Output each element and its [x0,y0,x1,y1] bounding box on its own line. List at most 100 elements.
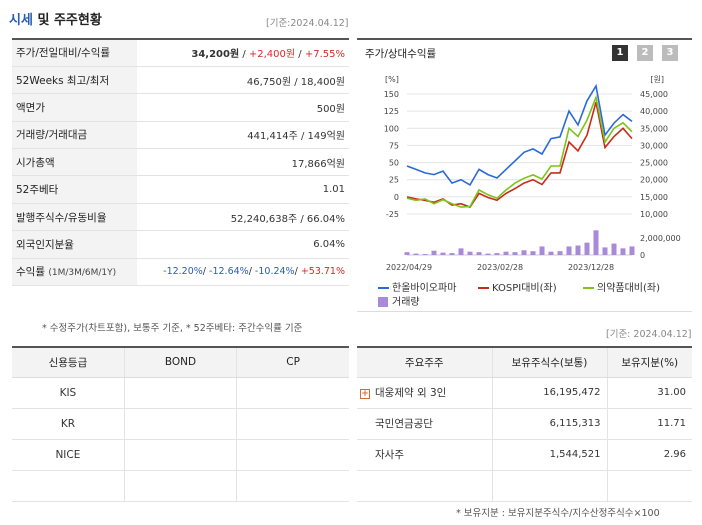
left-tick-label: 100 [384,124,399,133]
volume-bar [440,252,446,255]
volume-bar [575,245,581,255]
quote-row-returns: 수익률 (1M/3M/6M/1Y) -12.20%/ -12.64%/ -10.2… [12,258,349,287]
right-tick-label: 15,000 [640,193,668,202]
volume-bar [512,252,518,255]
row-label: 52Weeks 최고/최저 [12,66,137,95]
volume-bar [431,250,437,255]
quote-row-price: 주가/전일대비/수익률 34,200원 / +2,400원 / +7.55% [12,39,349,67]
left-tick-label: 150 [384,90,399,99]
column-header: 보유주식수(보통) [491,347,607,378]
row-value: 52,240,638주 / 66.04% [137,203,349,232]
legend-item: 한올바이오파마 [378,279,456,294]
volume-bar [557,251,563,255]
table-row: NICE [12,439,349,471]
column-header: CP [236,347,349,378]
table-row: KIS [12,377,349,409]
volume-bar [521,250,527,255]
quote-row: 시가총액 17,866억원 [12,148,349,177]
quote-table: 주가/전일대비/수익률 34,200원 / +2,400원 / +7.55% 52… [12,38,349,287]
return-6m: -10.24% [254,266,295,278]
holders-footnote: * 보유지분 : 보유지분주식수/지수산정주식수×100 [456,508,660,519]
x-label: 2023/02/28 [477,263,523,272]
column-header: 신용등급 [12,347,125,378]
volume-bar [602,247,608,255]
row-label: 주가/전일대비/수익률 [12,39,137,67]
row-value: 6.04% [137,230,349,259]
credit-rating-table: 신용등급 BOND CP KIS KR NICE [12,346,349,502]
chart-page-3-button[interactable]: 3 [662,45,678,61]
volume-bar [566,246,572,255]
legend-square-icon [378,297,388,307]
chart-page-2-button[interactable]: 2 [637,45,653,61]
expand-plus-icon[interactable]: + [360,388,370,399]
x-label: 2023/12/28 [568,263,614,272]
left-tick-label: 50 [389,159,399,168]
legend-item: 의약품대비(좌) [583,279,660,294]
volume-bar [611,243,617,255]
volume-bar [629,246,635,255]
shareholder-name: 대웅제약 외 3인 [375,387,447,399]
row-label: 거래량/거래대금 [12,121,137,150]
table-row: 자사주 1,544,521 2.96 [357,439,692,471]
table-row: 국민연금공단 6,115,313 11.71 [357,408,692,440]
volume-bar [422,254,428,255]
row-value: 17,866억원 [137,148,349,177]
return-3m: -12.64% [209,266,249,278]
chart-page-1-button[interactable]: 1 [612,45,628,61]
series-line [406,83,633,186]
table-row: + 대웅제약 외 3인 16,195,472 31.00 [357,377,692,409]
table-row [12,470,349,502]
volume-bar [476,252,482,255]
row-label: 수익률 [16,266,45,279]
volume-bar [539,246,545,255]
volume-bar [458,248,464,255]
row-value: 46,750원 / 18,400원 [137,66,349,95]
left-tick-label: 0 [394,193,399,202]
volume-bar [620,248,626,255]
chart-panel [357,38,692,312]
chart-title: 주가/상대수익률 [365,48,437,60]
quote-row: 52주베타 1.01 [12,175,349,204]
volume-bar [485,253,491,255]
quote-row: 외국인지분율 6.04% [12,230,349,259]
shareholder-name: 자사주 [357,439,492,471]
right-tick-label: 20,000 [640,176,668,185]
volume-bar [530,251,536,255]
legend-line-icon [583,287,594,289]
row-label: 52주베타 [12,175,137,204]
shareholder-name: 국민연금공단 [357,408,492,440]
table-row: KR [12,408,349,440]
volume-bar [404,252,410,255]
return-1y: +53.71% [300,266,345,278]
legend-item: KOSPI대비(좌) [478,279,557,294]
price-chart: [%] [원] 150 125 100 75 50 25 0 -25 45,000 40,000… [384,75,681,272]
row-label: 외국인지분율 [12,230,137,259]
right-tick-label: 35,000 [640,124,668,133]
volume-bar [413,253,419,255]
x-label: 2022/04/29 [386,263,432,272]
volume-bar [467,251,473,255]
quote-row: 액면가 500원 [12,93,349,122]
left-tick-label: 75 [389,141,399,150]
right-unit-label: [원] [650,75,664,84]
left-tick-label: 125 [384,107,399,116]
left-tick-label: 25 [389,176,399,185]
right-tick-label: 40,000 [640,107,668,116]
volume-bar [593,230,599,255]
volume-bar [584,242,590,255]
volume-bar [449,253,455,255]
row-value: 500원 [137,93,349,122]
price-change-rate: +7.55% [304,49,345,61]
right-tick-label: 30,000 [640,141,668,150]
return-1m: -12.20% [163,266,203,278]
column-header: 보유지분(%) [606,347,692,378]
holders-as-of-date: [기준: 2024.04.12] [606,329,692,340]
right-tick-label: 45,000 [640,90,668,99]
left-tick-label: -25 [386,210,399,219]
volume-tick-bottom: 0 [640,251,645,260]
right-tick-label: 25,000 [640,159,668,168]
major-shareholders-table: 주요주주 보유주식수(보통) 보유지분(%) + 대웅제약 외 3인 16,195,47… [357,346,692,502]
series-line [406,101,633,209]
column-header: BOND [123,347,237,378]
section-title: 시세 및 주주현황 [9,13,102,28]
